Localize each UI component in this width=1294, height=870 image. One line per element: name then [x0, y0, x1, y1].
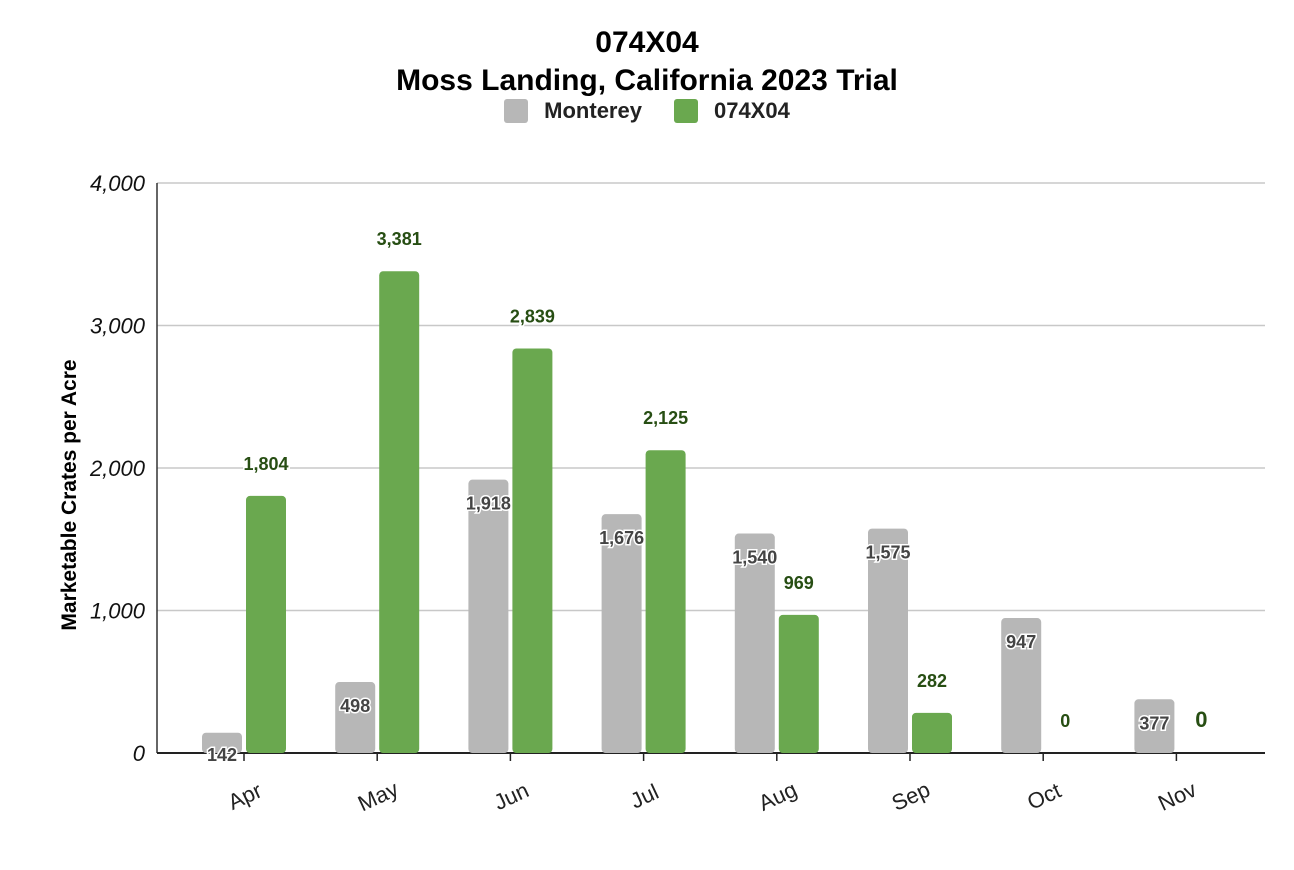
- x-tick-label: Oct: [1023, 778, 1065, 815]
- x-tick-label: Aug: [755, 777, 801, 816]
- data-label: 498: [340, 696, 370, 716]
- bar-monterey-jul: [601, 514, 642, 753]
- y-tick-label: 0: [133, 741, 146, 766]
- x-tick-label: Nov: [1154, 777, 1200, 816]
- chart-title: 074X04: [595, 26, 699, 59]
- bar-074x04-sep: [912, 712, 952, 753]
- x-tick-label: Jun: [490, 777, 533, 815]
- chart-subtitle: Moss Landing, California 2023 Trial: [396, 64, 898, 97]
- bar-074x04-jun: [512, 348, 553, 753]
- data-label: 1,918: [466, 494, 511, 514]
- legend-swatch-monterey: [504, 99, 529, 123]
- bar-monterey-sep: [868, 528, 908, 753]
- data-label: 0: [1195, 707, 1207, 732]
- x-tick-label: Apr: [224, 778, 266, 815]
- x-tick-label: Jul: [626, 779, 662, 814]
- data-label: 1,575: [865, 543, 910, 563]
- legend-label-074x04: 074X04: [713, 98, 790, 123]
- data-label: 142: [207, 745, 237, 765]
- x-tick-label: Sep: [888, 777, 934, 816]
- legend-label-monterey: Monterey: [544, 98, 642, 123]
- data-label: 1,804: [243, 454, 288, 474]
- legend-item-monterey: Monterey: [504, 98, 642, 124]
- data-label: 377: [1139, 713, 1169, 733]
- legend-swatch-074x04: [673, 99, 698, 123]
- bar-monterey-apr: [202, 732, 242, 753]
- bar-monterey-oct: [1001, 618, 1042, 753]
- data-label: 0: [1060, 711, 1070, 731]
- bar-074x04-jul: [645, 450, 686, 753]
- data-label: 1,676: [599, 528, 644, 548]
- data-label: 969: [784, 573, 814, 593]
- y-tick-label: 4,000: [90, 171, 146, 196]
- data-label: 2,125: [643, 408, 688, 428]
- bar-monterey-may: [335, 682, 376, 753]
- bar-monterey-jun: [468, 479, 509, 753]
- data-label: 3,381: [377, 229, 422, 249]
- y-tick-label: 2,000: [89, 456, 146, 481]
- bar-074x04-aug: [778, 614, 819, 753]
- bar-074x04-apr: [246, 495, 286, 753]
- legend: Monterey 074X04: [0, 98, 1294, 124]
- data-label: 1,540: [732, 548, 777, 568]
- data-label: 947: [1006, 632, 1036, 652]
- x-tick-label: May: [354, 776, 402, 816]
- bar-monterey-aug: [734, 533, 775, 753]
- data-label: 282: [917, 671, 947, 691]
- data-label: 2,839: [510, 306, 555, 326]
- bar-074x04-may: [379, 271, 420, 753]
- y-tick-label: 3,000: [90, 314, 146, 339]
- y-tick-label: 1,000: [90, 599, 146, 624]
- bar-monterey-nov: [1134, 699, 1175, 753]
- legend-item-074x04: 074X04: [673, 98, 790, 124]
- y-axis-title: Marketable Crates per Acre: [58, 359, 81, 630]
